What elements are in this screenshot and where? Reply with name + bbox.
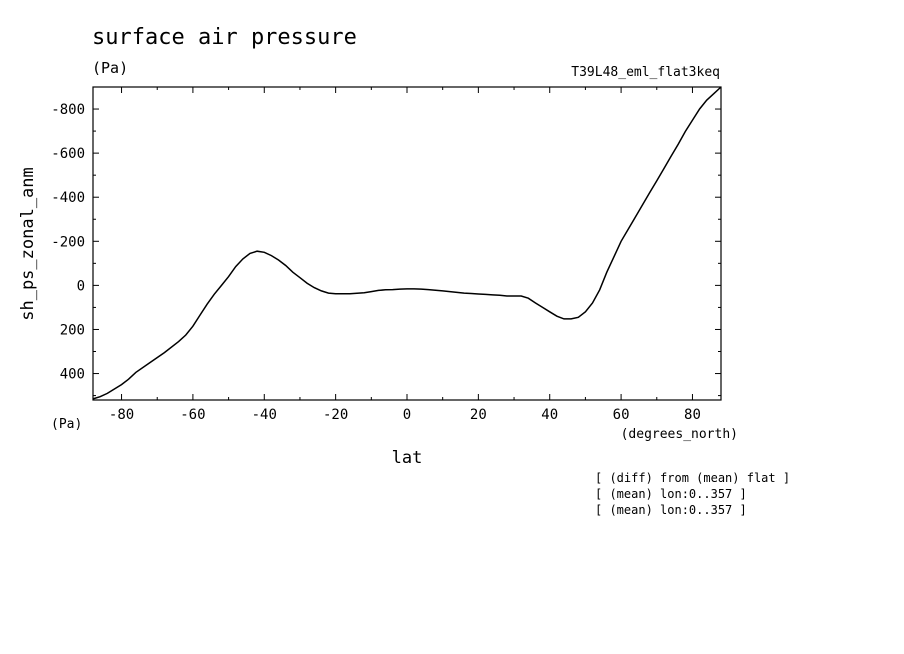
y-tick-label: -800 xyxy=(51,102,85,118)
footnote-2: [ (mean) lon:0..357 ] xyxy=(595,487,747,501)
x-tick-label: -60 xyxy=(180,407,205,423)
x-tick-label: 20 xyxy=(470,407,487,423)
y-tick-label: -400 xyxy=(51,190,85,206)
y-tick-label: -600 xyxy=(51,146,85,162)
x-tick-label: -80 xyxy=(109,407,134,423)
x-tick-label: -20 xyxy=(323,407,348,423)
x-axis-tick-labels: -80 -60 -40 -20 0 20 40 60 80 xyxy=(109,407,701,423)
x-tick-label: 80 xyxy=(684,407,701,423)
x-tick-label: -40 xyxy=(252,407,277,423)
y-tick-label: 200 xyxy=(60,322,85,338)
x-axis-label: lat xyxy=(392,448,423,468)
y-axis-label: sh_ps_zonal_anm xyxy=(18,167,38,321)
x-axis-unit: (degrees_north) xyxy=(621,427,738,442)
y-axis-unit: (Pa) xyxy=(51,417,82,432)
y-tick-label: 0 xyxy=(77,278,85,294)
chart-units-label: (Pa) xyxy=(92,59,128,77)
chart-title: surface air pressure xyxy=(92,25,357,50)
y-tick-label: 400 xyxy=(60,367,85,383)
footnote-1: [ (diff) from (mean) flat ] xyxy=(595,471,790,485)
series-line xyxy=(92,86,722,400)
x-tick-label: 60 xyxy=(613,407,630,423)
run-label: T39L48_eml_flat3keq xyxy=(571,65,720,80)
x-axis-ticks xyxy=(121,87,693,400)
plot-frame xyxy=(92,86,722,401)
y-axis-tick-labels: -800 -600 -400 -200 0 200 400 xyxy=(51,102,85,383)
x-tick-label: 0 xyxy=(403,407,411,423)
x-tick-label: 40 xyxy=(541,407,558,423)
y-tick-label: -200 xyxy=(51,234,85,250)
y-axis-ticks xyxy=(93,108,721,397)
footnote-3: [ (mean) lon:0..357 ] xyxy=(595,503,747,517)
